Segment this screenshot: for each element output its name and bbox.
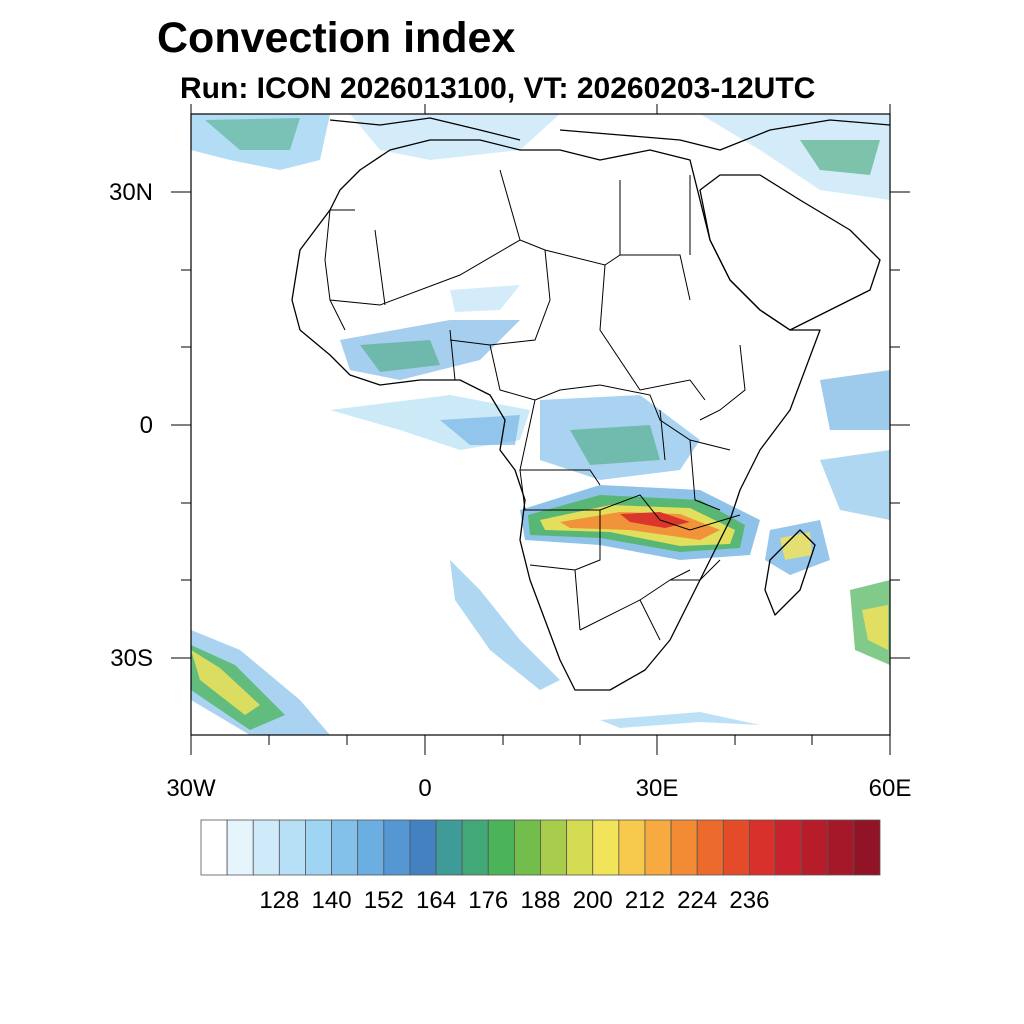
- colorbar-swatch: [618, 819, 646, 876]
- convection-patch-sahel: [450, 285, 520, 312]
- convection-patch-europe-core: [205, 118, 300, 150]
- colorbar-tick-label: 236: [729, 887, 770, 914]
- colorbar-swatch: [278, 819, 306, 876]
- axis-ticks: [171, 104, 910, 755]
- convection-patch-south-atlantic: [450, 560, 560, 690]
- colorbar-swatch: [200, 819, 228, 876]
- convection-patch-ne: [700, 114, 890, 200]
- colorbar-swatch: [827, 819, 855, 876]
- colorbar-tick-label: 212: [624, 887, 665, 914]
- colorbar-swatch: [331, 819, 359, 876]
- colorbar-tick-label: 176: [468, 887, 509, 914]
- colorbar-swatch: [566, 819, 594, 876]
- colorbar-swatch: [801, 819, 829, 876]
- y-tick-label-0: 0: [139, 412, 153, 439]
- x-tick-label-30w: 30W: [166, 775, 216, 802]
- colorbar-swatch: [540, 819, 568, 876]
- colorbar-tick-label: 224: [677, 887, 718, 914]
- y-tick-label-30n: 30N: [108, 179, 153, 206]
- x-tick-label-0: 0: [418, 775, 432, 802]
- colorbar-swatch: [409, 819, 437, 876]
- colorbar-swatch: [670, 819, 698, 876]
- convection-patch-gulf-core: [440, 415, 520, 445]
- colorbar-swatch: [853, 819, 881, 876]
- convection-field: [191, 114, 890, 735]
- colorbar-tick-label: 200: [572, 887, 613, 914]
- convection-patch-west-africa-core: [360, 340, 440, 372]
- convection-patch-med: [350, 114, 560, 160]
- colorbar-tick-label: 188: [520, 887, 561, 914]
- colorbar-swatch: [775, 819, 803, 876]
- convection-patch-east-io: [820, 370, 890, 430]
- country-borders: [324, 169, 746, 641]
- convection-patch-se-io-core: [862, 605, 888, 650]
- colorbar-swatch: [513, 819, 541, 876]
- colorbar-swatch: [487, 819, 515, 876]
- colorbar-swatch: [435, 819, 463, 876]
- colorbar-swatch: [305, 819, 332, 876]
- colorbar-swatch: [722, 819, 750, 876]
- colorbar-tick-label: 152: [363, 887, 404, 914]
- convection-patch-east-io2: [820, 450, 890, 520]
- colorbar-swatch: [592, 819, 620, 876]
- y-tick-label-30s: 30S: [110, 645, 153, 672]
- colorbar-tick-label: 128: [259, 887, 300, 914]
- x-tick-label-30e: 30E: [635, 775, 679, 802]
- map-subtitle: Run: ICON 2026013100, VT: 20260203-12UTC: [180, 72, 816, 105]
- colorbar-swatch: [644, 819, 672, 876]
- colorbar-swatch: [252, 819, 280, 876]
- convection-patch-congo-core: [570, 425, 660, 465]
- colorbar-swatch: [226, 819, 254, 876]
- colorbar-swatch: [461, 819, 489, 876]
- convection-patch-ne-core: [800, 140, 880, 175]
- colorbar-tick-label: 164: [416, 887, 457, 914]
- colorbar: [200, 819, 881, 876]
- colorbar-swatch: [696, 819, 724, 876]
- colorbar-swatch: [383, 819, 411, 876]
- convection-patch-sw-yellow: [191, 650, 260, 715]
- colorbar-swatch: [357, 819, 385, 876]
- colorbar-swatch: [749, 819, 776, 876]
- convection-patch-madagascar-core: [780, 532, 812, 560]
- map-title: Convection index: [157, 14, 516, 62]
- convection-patch-south-arc: [600, 712, 760, 728]
- colorbar-tick-label: 140: [311, 887, 352, 914]
- x-tick-label-60e: 60E: [868, 775, 912, 802]
